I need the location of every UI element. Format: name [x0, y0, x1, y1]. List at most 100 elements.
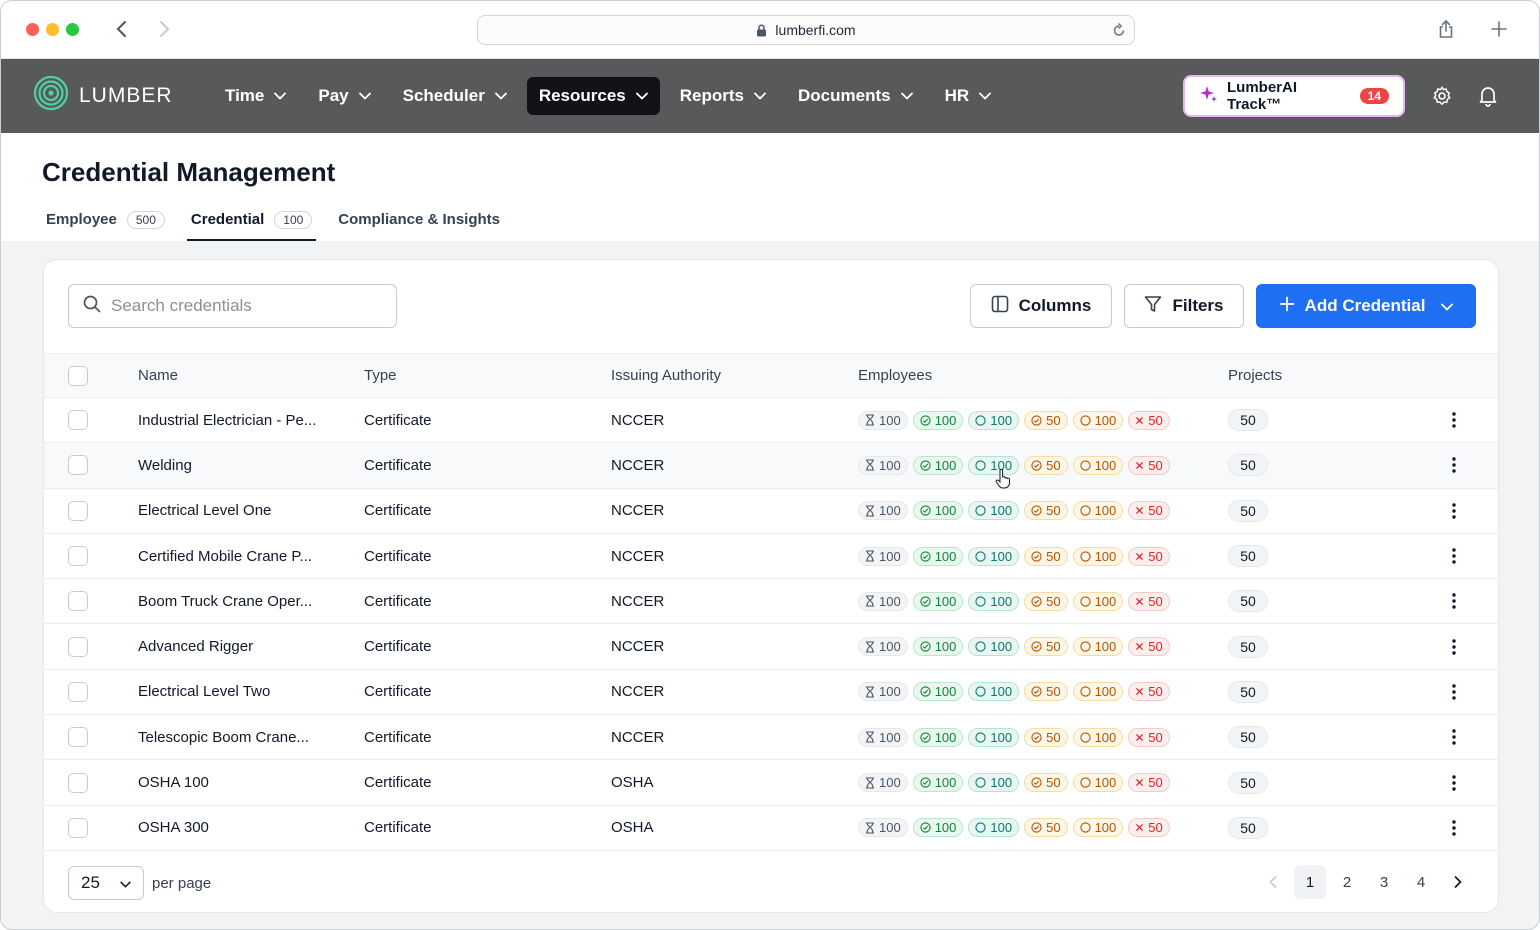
table-row[interactable]: Welding Certificate NCCER 100 100 100 50 100 50 5… [44, 443, 1498, 489]
add-credential-button[interactable]: Add Credential [1256, 284, 1476, 328]
warning-count-pill[interactable]: 100 [1072, 501, 1124, 521]
more-options-icon[interactable] [1444, 680, 1464, 704]
column-header-name[interactable]: Name [138, 367, 179, 384]
expiring-count-pill[interactable]: 50 [1024, 501, 1068, 521]
select-all-checkbox[interactable] [68, 365, 88, 386]
warning-count-pill[interactable]: 100 [1072, 818, 1124, 838]
credential-name[interactable]: Boom Truck Crane Oper... [138, 592, 313, 610]
expiring-count-pill[interactable]: 50 [1024, 410, 1068, 430]
more-options-icon[interactable] [1444, 589, 1464, 613]
table-row[interactable]: Electrical Level One Certificate NCCER 100 1… [44, 489, 1498, 534]
verified-count-pill[interactable]: 100 [912, 727, 964, 747]
active-count-pill[interactable]: 100 [968, 591, 1020, 611]
column-header-issuing-authority[interactable]: Issuing Authority [611, 367, 722, 384]
credential-name[interactable]: Welding [138, 456, 192, 474]
expired-count-pill[interactable]: 50 [1128, 410, 1170, 430]
expired-count-pill[interactable]: 50 [1128, 591, 1170, 611]
expired-count-pill[interactable]: 50 [1128, 501, 1170, 521]
credential-name[interactable]: Electrical Level One [138, 502, 272, 520]
row-checkbox[interactable] [68, 636, 88, 657]
expired-count-pill[interactable]: 50 [1128, 637, 1170, 657]
lumberai-track-button[interactable]: LumberAI Track™ 14 [1183, 75, 1405, 117]
menu-scheduler[interactable]: Scheduler [391, 77, 519, 115]
warning-count-pill[interactable]: 100 [1072, 727, 1124, 747]
more-options-icon[interactable] [1444, 725, 1464, 749]
expiring-count-pill[interactable]: 50 [1024, 455, 1068, 475]
expiring-count-pill[interactable]: 50 [1024, 818, 1068, 838]
more-options-icon[interactable] [1444, 816, 1464, 840]
row-checkbox[interactable] [68, 546, 88, 567]
pending-count-pill[interactable]: 100 [858, 501, 908, 521]
row-checkbox[interactable] [68, 410, 88, 431]
row-checkbox[interactable] [68, 817, 88, 838]
brand-logo[interactable]: LUMBER [33, 75, 173, 115]
pending-count-pill[interactable]: 100 [858, 727, 908, 747]
credential-name[interactable]: Telescopic Boom Crane... [138, 728, 309, 746]
back-icon[interactable] [109, 17, 133, 41]
share-icon[interactable] [1434, 17, 1458, 41]
search-input[interactable] [111, 296, 371, 316]
tab-compliance-insights[interactable]: Compliance & Insights [334, 205, 504, 241]
new-tab-icon[interactable] [1487, 17, 1511, 41]
active-count-pill[interactable]: 100 [968, 501, 1020, 521]
table-row[interactable]: Advanced Rigger Certificate NCCER 100 100 100… [44, 624, 1498, 670]
warning-count-pill[interactable]: 100 [1072, 410, 1124, 430]
warning-count-pill[interactable]: 100 [1072, 591, 1124, 611]
page-button-1[interactable]: 1 [1294, 865, 1326, 899]
more-options-icon[interactable] [1444, 408, 1464, 432]
active-count-pill[interactable]: 100 [968, 637, 1020, 657]
tab-credential[interactable]: Credential 100 [186, 205, 317, 241]
warning-count-pill[interactable]: 100 [1072, 682, 1124, 702]
settings-gear-icon[interactable] [1430, 84, 1454, 108]
table-row[interactable]: Industrial Electrician - Pe... Certificat… [44, 398, 1498, 444]
active-count-pill[interactable]: 100 [968, 410, 1020, 430]
projects-count[interactable]: 50 [1228, 590, 1268, 613]
page-button-3[interactable]: 3 [1379, 873, 1389, 891]
projects-count[interactable]: 50 [1228, 454, 1268, 477]
projects-count[interactable]: 50 [1228, 771, 1268, 794]
verified-count-pill[interactable]: 100 [912, 410, 964, 430]
expired-count-pill[interactable]: 50 [1128, 773, 1170, 793]
page-button-4[interactable]: 4 [1416, 873, 1426, 891]
credential-name[interactable]: Electrical Level Two [138, 683, 271, 701]
table-row[interactable]: Boom Truck Crane Oper... Certificate NCCER… [44, 579, 1498, 625]
credential-name[interactable]: Certified Mobile Crane P... [138, 547, 312, 565]
expiring-count-pill[interactable]: 50 [1024, 773, 1068, 793]
expiring-count-pill[interactable]: 50 [1024, 682, 1068, 702]
expiring-count-pill[interactable]: 50 [1024, 637, 1068, 657]
pending-count-pill[interactable]: 100 [858, 591, 908, 611]
more-options-icon[interactable] [1444, 771, 1464, 795]
active-count-pill[interactable]: 100 [968, 682, 1020, 702]
expired-count-pill[interactable]: 50 [1128, 455, 1170, 475]
pending-count-pill[interactable]: 100 [858, 682, 908, 702]
next-page-icon[interactable] [1442, 865, 1474, 899]
row-checkbox[interactable] [68, 681, 88, 702]
active-count-pill[interactable]: 100 [968, 773, 1020, 793]
verified-count-pill[interactable]: 100 [912, 818, 964, 838]
projects-count[interactable]: 50 [1228, 499, 1268, 522]
column-header-projects[interactable]: Projects [1228, 367, 1283, 384]
active-count-pill[interactable]: 100 [968, 455, 1020, 475]
more-options-icon[interactable] [1444, 453, 1464, 477]
more-options-icon[interactable] [1444, 499, 1464, 523]
active-count-pill[interactable]: 100 [968, 818, 1020, 838]
credential-name[interactable]: Advanced Rigger [138, 638, 254, 656]
menu-time[interactable]: Time [213, 77, 298, 115]
menu-hr[interactable]: HR [933, 77, 1004, 115]
menu-pay[interactable]: Pay [306, 77, 382, 115]
previous-page-icon[interactable] [1257, 865, 1289, 899]
forward-icon[interactable] [153, 17, 177, 41]
minimize-window-button[interactable] [46, 23, 59, 36]
verified-count-pill[interactable]: 100 [912, 637, 964, 657]
menu-documents[interactable]: Documents [786, 77, 925, 115]
row-checkbox[interactable] [68, 772, 88, 793]
active-count-pill[interactable]: 100 [968, 727, 1020, 747]
search-box[interactable] [68, 284, 397, 328]
projects-count[interactable]: 50 [1228, 816, 1268, 839]
verified-count-pill[interactable]: 100 [912, 455, 964, 475]
reload-icon[interactable] [1112, 22, 1126, 41]
menu-resources[interactable]: Resources [526, 77, 660, 115]
table-row[interactable]: OSHA 100 Certificate OSHA 100 100 100 50 100 50 5… [44, 760, 1498, 806]
page-button-2[interactable]: 2 [1342, 873, 1352, 891]
row-checkbox[interactable] [68, 455, 88, 476]
